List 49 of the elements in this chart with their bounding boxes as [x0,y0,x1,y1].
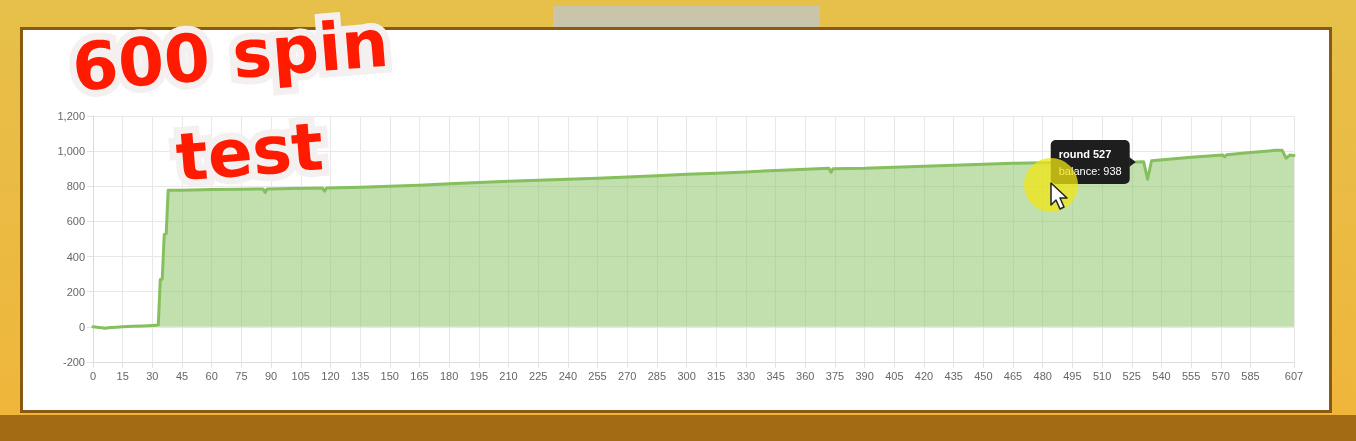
y-tick-label: 200 [66,285,85,298]
x-tick-label: 225 [529,369,548,382]
x-tick-label: 360 [796,369,815,382]
x-tick-label: 90 [264,369,278,382]
y-tick-label: 600 [66,215,85,228]
y-tick-label: 0 [78,320,85,333]
x-tick-label: 15 [116,369,129,382]
x-tick-label: 30 [146,369,159,382]
x-tick-label: 300 [677,369,696,382]
x-tick-label: 165 [410,369,429,382]
x-tick-label: 105 [291,369,310,382]
x-tick-label: 120 [321,369,340,382]
y-tick-label: 400 [66,250,85,263]
x-tick-label: 480 [1033,369,1052,382]
x-tick-label: 180 [439,369,459,382]
x-tick-label: 270 [618,369,637,382]
x-tick-label: 435 [944,369,963,382]
x-tick-label: 210 [499,369,518,382]
y-tick-label: 800 [66,180,85,193]
x-tick-label: 330 [736,369,756,382]
x-tick-label: 60 [205,369,218,382]
x-tick-label: 75 [235,369,248,382]
x-tick-label: 240 [558,369,578,382]
x-tick-label: 495 [1063,369,1082,382]
x-tick-label: 345 [766,369,785,382]
x-tick-label: 150 [380,369,399,382]
x-tick-label: 570 [1211,369,1230,382]
x-tick-label: 315 [707,369,726,382]
x-tick-label: 135 [350,369,370,382]
y-tick-label: 1,200 [57,110,85,122]
x-tick-label: 607 [1284,369,1304,382]
x-tick-label: 375 [825,369,845,382]
x-tick-label: 405 [885,369,904,382]
x-tick-label: 255 [588,369,607,382]
x-tick-label: 510 [1092,369,1112,382]
x-tick-label: 585 [1241,369,1260,382]
x-tick-label: 555 [1181,369,1201,382]
y-tick-label: -200 [62,356,85,368]
x-tick-label: 0 [89,369,97,382]
x-tick-label: 420 [914,369,934,382]
x-tick-label: 465 [1003,369,1023,382]
x-tick-label: 525 [1122,369,1141,382]
x-tick-label: 285 [647,369,667,382]
y-tick-label: 1,000 [57,145,85,158]
x-tick-label: 45 [175,369,189,382]
x-tick-label: 195 [469,369,488,382]
x-tick-label: 540 [1152,369,1171,382]
x-tick-label: 450 [974,369,993,382]
x-tick-label: 390 [855,369,874,382]
